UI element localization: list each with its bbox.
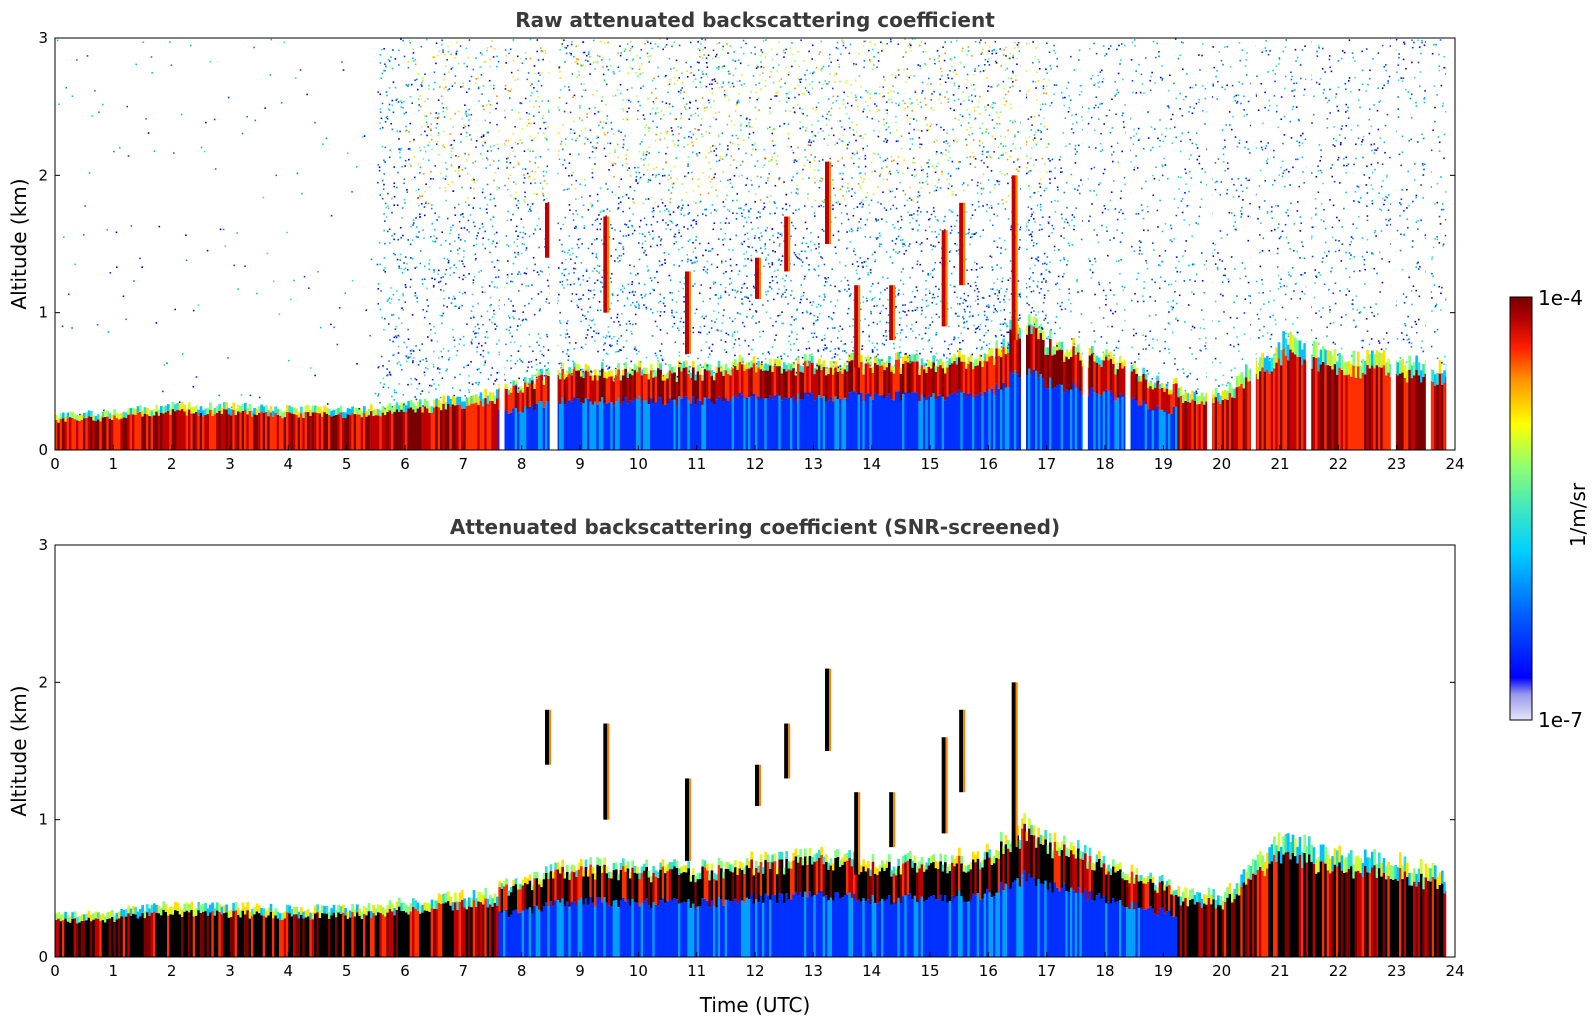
x-tick-label: 21 bbox=[1270, 455, 1289, 473]
colorbar bbox=[1509, 296, 1533, 721]
x-tick-label: 1 bbox=[109, 962, 119, 980]
x-tick-label: 19 bbox=[1154, 455, 1173, 473]
x-tick-label: 13 bbox=[804, 962, 823, 980]
x-tick-label: 17 bbox=[1037, 962, 1056, 980]
y-tick-label: 1 bbox=[38, 811, 48, 829]
x-tick-label: 19 bbox=[1154, 962, 1173, 980]
x-tick-label: 6 bbox=[400, 455, 410, 473]
x-tick-label: 13 bbox=[804, 455, 823, 473]
x-tick-label: 24 bbox=[1445, 455, 1464, 473]
panel1-heatmap bbox=[55, 38, 1455, 450]
x-tick-label: 5 bbox=[342, 962, 352, 980]
x-tick-label: 20 bbox=[1212, 962, 1231, 980]
panel2-title: Attenuated backscattering coefficient (S… bbox=[450, 515, 1060, 539]
x-tick-label: 11 bbox=[687, 962, 706, 980]
x-tick-label: 8 bbox=[517, 455, 527, 473]
x-tick-label: 10 bbox=[629, 962, 648, 980]
panel1-ylabel: Altitude (km) bbox=[7, 178, 31, 309]
x-tick-label: 9 bbox=[575, 962, 585, 980]
panel1-title: Raw attenuated backscattering coefficien… bbox=[515, 8, 995, 32]
x-tick-label: 15 bbox=[920, 962, 939, 980]
x-tick-label: 4 bbox=[284, 455, 294, 473]
x-tick-label: 22 bbox=[1329, 455, 1348, 473]
x-tick-label: 5 bbox=[342, 455, 352, 473]
x-tick-label: 21 bbox=[1270, 962, 1289, 980]
x-tick-label: 2 bbox=[167, 962, 177, 980]
x-tick-label: 15 bbox=[920, 455, 939, 473]
panel2-heatmap bbox=[55, 545, 1455, 957]
x-tick-label: 17 bbox=[1037, 455, 1056, 473]
panel2-xlabel: Time (UTC) bbox=[699, 993, 811, 1017]
x-tick-label: 7 bbox=[459, 455, 469, 473]
x-tick-label: 23 bbox=[1387, 455, 1406, 473]
x-tick-label: 0 bbox=[50, 455, 60, 473]
y-tick-label: 3 bbox=[38, 536, 48, 554]
x-tick-label: 3 bbox=[225, 455, 235, 473]
y-tick-label: 0 bbox=[38, 441, 48, 459]
y-tick-label: 2 bbox=[38, 673, 48, 691]
x-tick-label: 16 bbox=[979, 962, 998, 980]
x-tick-label: 14 bbox=[862, 962, 881, 980]
x-tick-label: 9 bbox=[575, 455, 585, 473]
x-tick-label: 6 bbox=[400, 962, 410, 980]
x-tick-label: 24 bbox=[1445, 962, 1464, 980]
x-tick-label: 3 bbox=[225, 962, 235, 980]
x-tick-label: 12 bbox=[745, 962, 764, 980]
panel1-axes: 0 1 2 3 4 5 6 7 8 9 10 11 12 13 14 15 16 17 18 19 20 21 22 23 24… bbox=[38, 29, 1464, 473]
panel2-ylabel: Altitude (km) bbox=[7, 685, 31, 816]
x-tick-label: 0 bbox=[50, 962, 60, 980]
x-tick-label: 22 bbox=[1329, 962, 1348, 980]
x-tick-label: 10 bbox=[629, 455, 648, 473]
x-tick-label: 4 bbox=[284, 962, 294, 980]
y-tick-label: 3 bbox=[38, 29, 48, 47]
x-tick-label: 20 bbox=[1212, 455, 1231, 473]
colorbar-max-label: 1e-4 bbox=[1538, 286, 1583, 310]
x-tick-label: 12 bbox=[745, 455, 764, 473]
x-tick-label: 23 bbox=[1387, 962, 1406, 980]
x-tick-label: 2 bbox=[167, 455, 177, 473]
colorbar-unit-label: 1/m/sr bbox=[1566, 482, 1590, 547]
x-tick-label: 16 bbox=[979, 455, 998, 473]
y-tick-label: 1 bbox=[38, 304, 48, 322]
x-tick-label: 11 bbox=[687, 455, 706, 473]
y-tick-label: 2 bbox=[38, 166, 48, 184]
x-tick-label: 14 bbox=[862, 455, 881, 473]
colorbar-min-label: 1e-7 bbox=[1538, 708, 1583, 732]
x-tick-label: 1 bbox=[109, 455, 119, 473]
x-tick-label: 18 bbox=[1095, 962, 1114, 980]
x-tick-label: 18 bbox=[1095, 455, 1114, 473]
panel2-axes: 0 1 2 3 4 5 6 7 8 9 10 11 12 13 14 15 16 17 18 19 20 21 22 23 24… bbox=[38, 536, 1464, 980]
x-tick-label: 7 bbox=[459, 962, 469, 980]
x-tick-label: 8 bbox=[517, 962, 527, 980]
y-tick-label: 0 bbox=[38, 948, 48, 966]
